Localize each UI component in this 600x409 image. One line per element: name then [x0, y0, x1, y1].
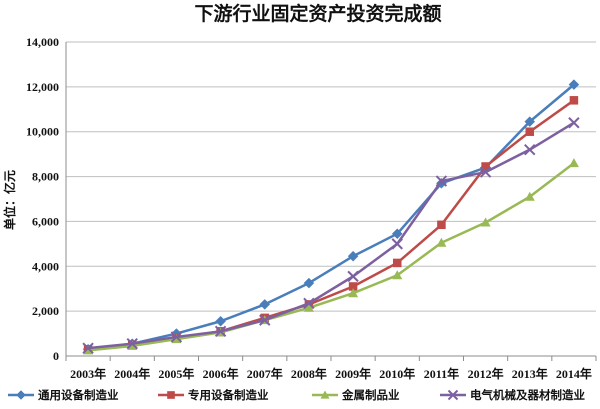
- y-tick-label: 2,000: [32, 304, 59, 318]
- data-point: [347, 250, 359, 262]
- data-point: [83, 345, 94, 355]
- y-tick-label: 0: [53, 349, 59, 363]
- data-point: [479, 166, 492, 178]
- x-tick-label: 2012年: [468, 366, 504, 381]
- x-tick-label: 2010年: [379, 366, 415, 381]
- data-point: [569, 96, 579, 105]
- x-tick-labels: 2003年 2004年 2005年 2006年 2007年 2008年 2009年 2010年…: [70, 366, 592, 381]
- data-point: [126, 337, 138, 350]
- y-tick-label: 12,000: [26, 80, 59, 94]
- data-point: [303, 297, 315, 310]
- data-point: [524, 143, 536, 156]
- x-tick-label: 2009年: [335, 366, 371, 381]
- data-point: [436, 237, 447, 247]
- data-point: [568, 79, 580, 90]
- legend-label: 通用设备制造业: [38, 388, 119, 402]
- data-point: [127, 340, 138, 350]
- y-axis-label: 单位：亿元: [2, 170, 17, 230]
- series-line: [87, 121, 575, 350]
- data-point: [435, 175, 448, 187]
- data-point: [171, 334, 182, 344]
- data-point: [525, 127, 534, 136]
- legend-marker: [167, 391, 175, 399]
- data-point: [524, 191, 535, 201]
- data-point: [259, 299, 271, 310]
- data-point: [348, 282, 358, 291]
- series-line: [87, 99, 575, 351]
- legend-item: 通用设备制造业: [8, 388, 119, 402]
- legend-label: 专用设备制造业: [188, 388, 269, 402]
- y-tick-label: 10,000: [26, 125, 59, 139]
- series-3: [83, 158, 579, 355]
- legend-item: 专用设备制造业: [158, 388, 269, 402]
- data-point: [480, 217, 491, 227]
- data-point: [391, 228, 403, 240]
- legend-label: 金属制品业: [341, 388, 400, 402]
- series-layer: [82, 79, 580, 355]
- data-point: [170, 331, 183, 343]
- series-2: [83, 96, 579, 354]
- series-line: [87, 162, 575, 352]
- x-tick-label: 2004年: [114, 366, 150, 381]
- series-4: [82, 117, 580, 354]
- x-tick-label: 2005年: [158, 366, 194, 381]
- data-point: [348, 288, 359, 298]
- x-tick-label: 2003年: [70, 366, 106, 381]
- data-point: [391, 238, 403, 250]
- data-point: [392, 270, 403, 280]
- data-point: [393, 258, 402, 268]
- legend: 通用设备制造业 专用设备制造业 金属制品业 电气机械及器材制造业: [8, 388, 585, 402]
- legend-marker: [16, 390, 26, 400]
- data-point: [303, 302, 314, 312]
- data-point: [568, 158, 579, 168]
- x-tick-label: 2014年: [556, 366, 592, 381]
- grid-layer: [66, 41, 596, 312]
- x-tick-label: 2013年: [512, 366, 548, 381]
- data-point: [568, 117, 580, 129]
- legend-marker: [320, 390, 330, 399]
- y-tick-label: 8,000: [32, 170, 59, 184]
- x-tick-label: 2008年: [291, 366, 327, 381]
- y-tick-label: 4,000: [32, 259, 59, 273]
- y-tick-label: 14,000: [26, 35, 59, 49]
- data-point: [347, 270, 359, 283]
- chart-title: 下游行业固定资产投资完成额: [194, 2, 441, 25]
- series-line: [87, 83, 575, 351]
- x-tick-label: 2011年: [424, 366, 459, 381]
- legend-item: 电气机械及器材制造业: [440, 388, 585, 402]
- y-tick-labels: 0 2,000 4,000 6,000 8,000 10,000 12,000 14,000: [26, 35, 59, 363]
- y-tick-label: 6,000: [32, 214, 59, 228]
- legend-label: 电气机械及器材制造业: [470, 388, 585, 402]
- axis-layer: [65, 42, 597, 361]
- x-tick-label: 2007年: [247, 366, 283, 381]
- data-point: [303, 277, 315, 289]
- legend-item: 金属制品业: [312, 388, 400, 402]
- x-tick-label: 2006年: [203, 366, 239, 381]
- data-point: [524, 116, 536, 127]
- legend-marker: [447, 389, 459, 401]
- series-1: [82, 79, 580, 355]
- data-point: [214, 325, 227, 338]
- data-point: [215, 315, 226, 327]
- data-point: [481, 162, 490, 171]
- data-point: [437, 220, 446, 230]
- data-point: [82, 342, 94, 354]
- data-point: [259, 314, 271, 326]
